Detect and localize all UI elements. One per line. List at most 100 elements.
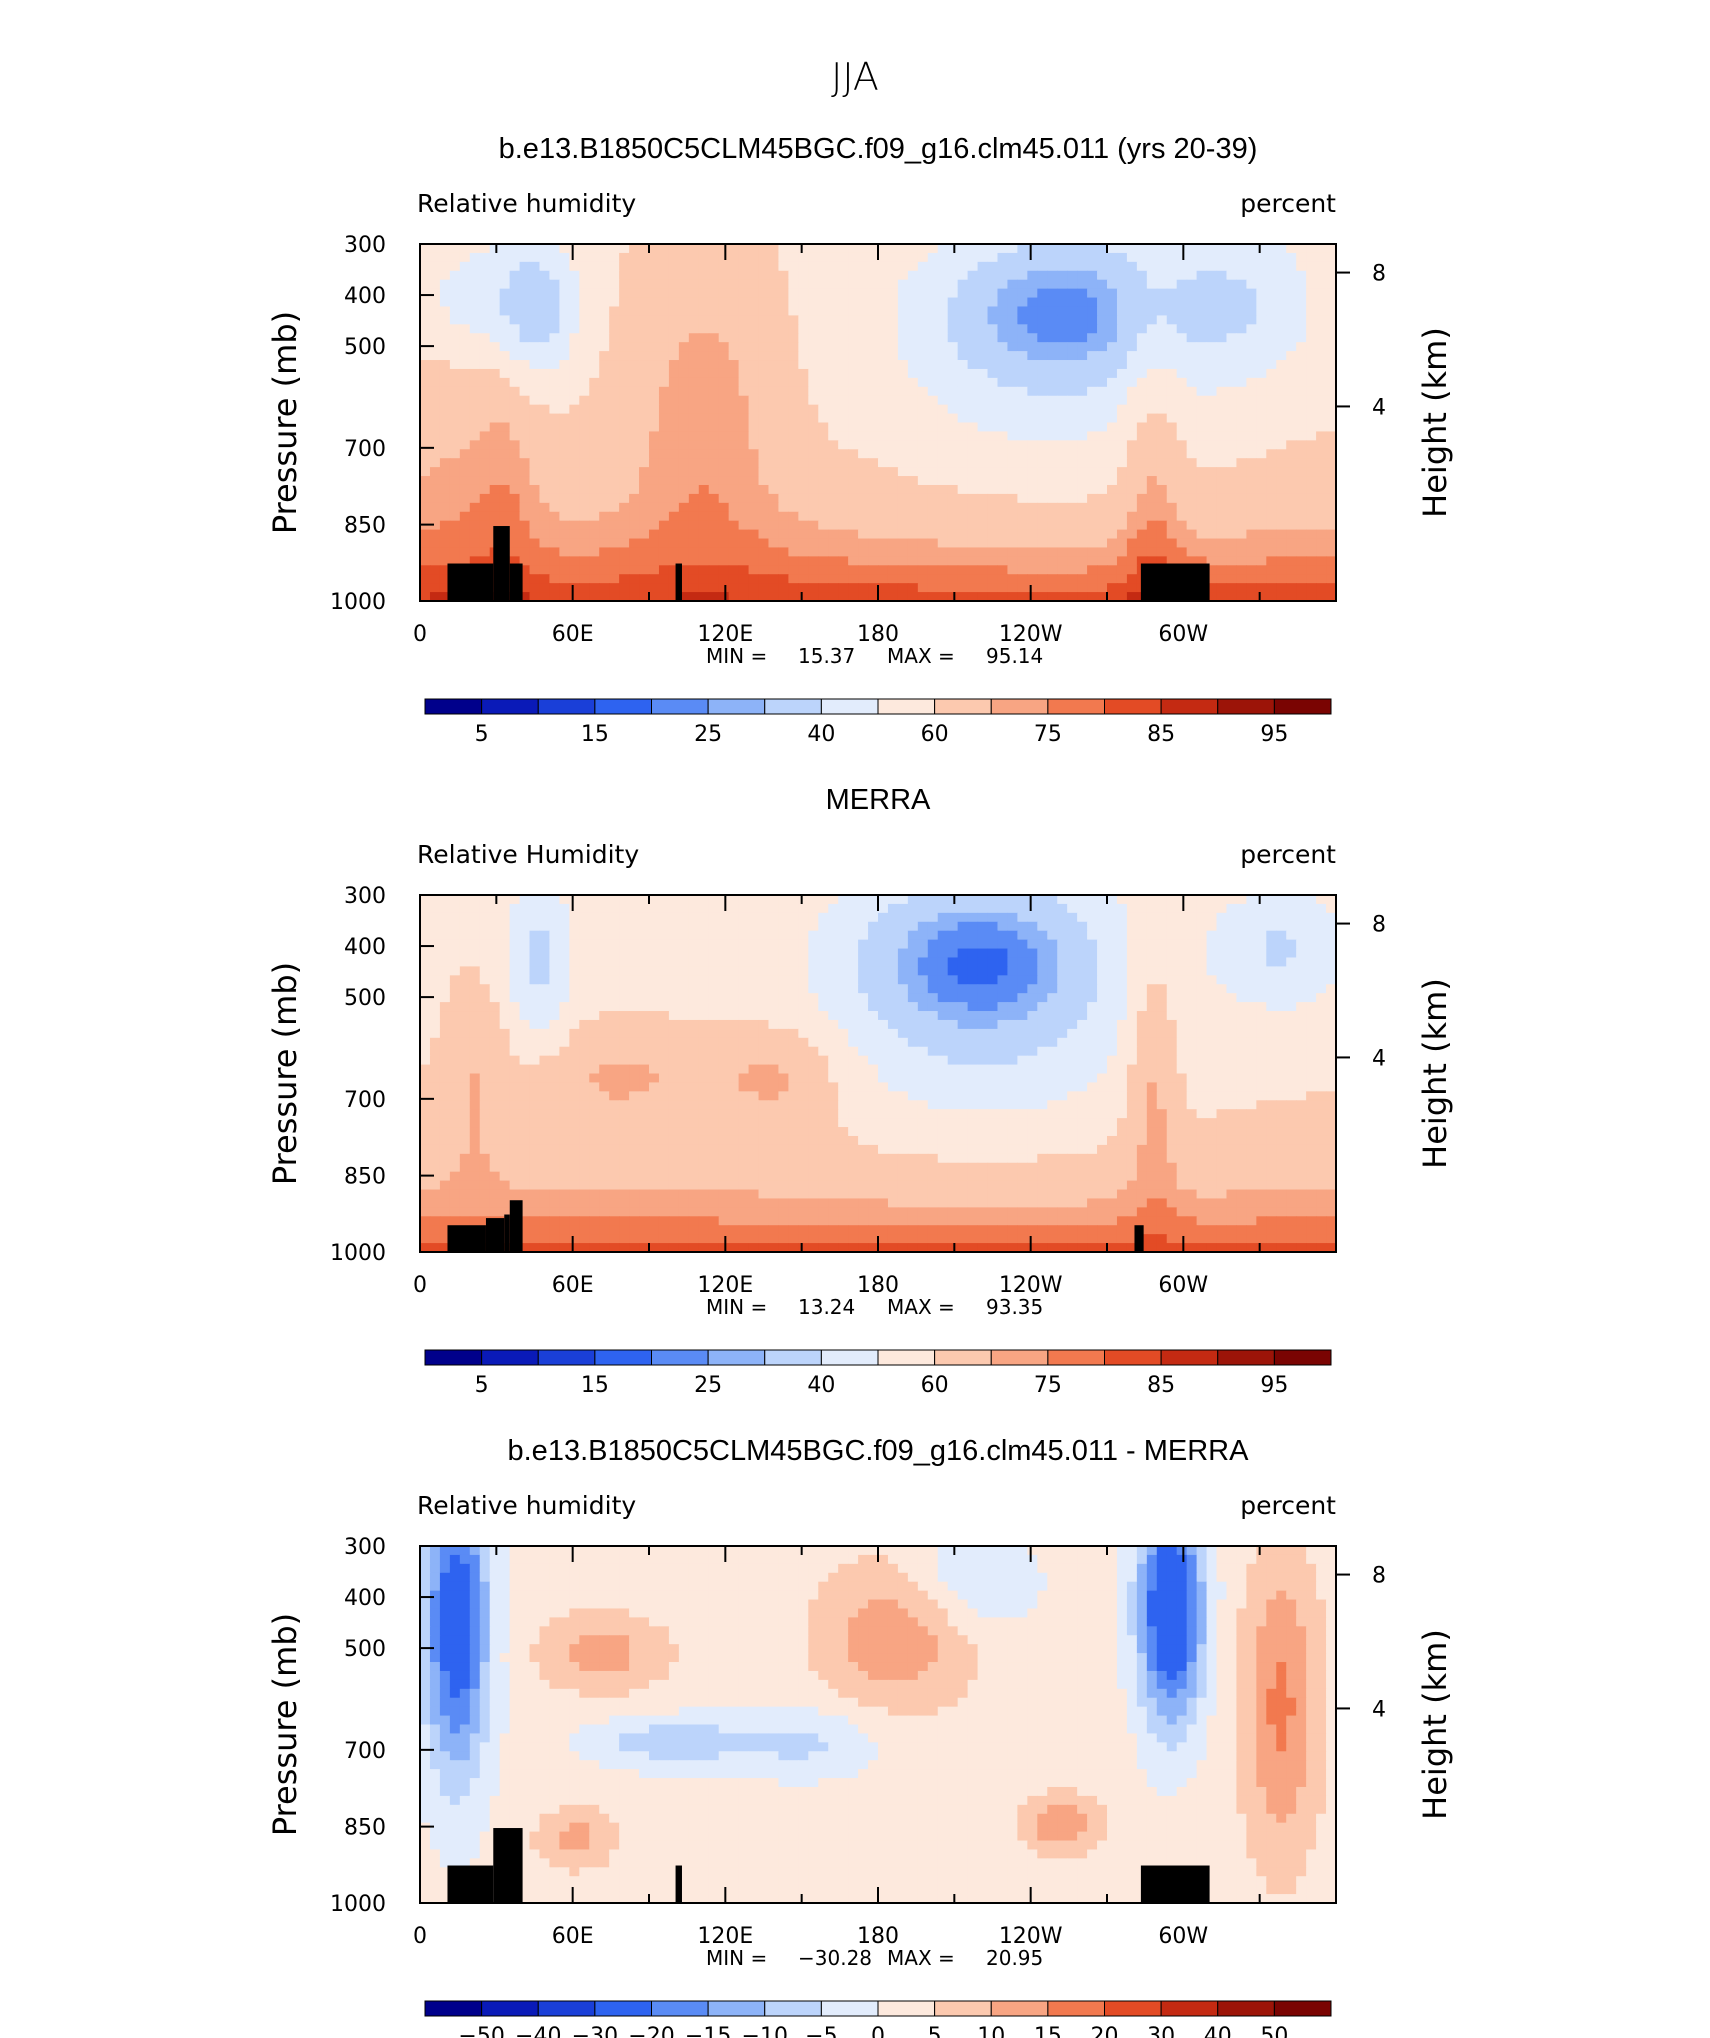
field-cell xyxy=(489,449,501,459)
field-cell xyxy=(838,351,849,361)
field-cell xyxy=(1057,538,1068,549)
field-cell xyxy=(549,270,560,281)
field-cell xyxy=(828,895,839,905)
field-cell xyxy=(469,368,481,379)
field-cell xyxy=(509,252,521,263)
field-cell xyxy=(1087,404,1098,415)
field-cell xyxy=(1226,440,1238,450)
field-cell xyxy=(758,315,770,325)
field-cell xyxy=(1186,538,1198,549)
field-cell xyxy=(420,966,431,976)
field-cell xyxy=(1316,502,1327,513)
field-cell xyxy=(828,297,839,308)
field-cell xyxy=(758,270,770,281)
field-cell xyxy=(449,939,461,950)
field-cell xyxy=(848,583,859,593)
field-cell xyxy=(1286,592,1297,602)
field-cell xyxy=(519,333,531,343)
field-cell xyxy=(917,975,929,985)
field-cell xyxy=(1256,476,1267,486)
field-cell xyxy=(907,547,919,557)
field-cell xyxy=(569,324,580,334)
field-cell xyxy=(439,297,451,308)
field-cell xyxy=(927,288,939,299)
field-cell xyxy=(1027,377,1038,388)
field-cell xyxy=(808,966,819,976)
field-cell xyxy=(668,583,680,593)
field-cell xyxy=(1156,386,1168,397)
field-cell xyxy=(798,297,809,308)
field-cell xyxy=(649,903,660,914)
field-cell xyxy=(887,556,899,566)
field-cell xyxy=(469,930,481,941)
field-cell xyxy=(1037,351,1048,361)
field-cell xyxy=(1057,342,1068,352)
field-cell xyxy=(1316,449,1327,459)
field-cell xyxy=(947,529,959,540)
field-cell xyxy=(878,395,889,406)
field-cell xyxy=(788,449,799,459)
field-cell xyxy=(429,984,441,994)
field-cell xyxy=(808,939,819,950)
field-cell xyxy=(589,529,600,540)
field-cell xyxy=(828,279,839,290)
field-cell xyxy=(639,368,650,379)
field-cell xyxy=(1057,912,1068,923)
field-cell xyxy=(1206,422,1218,433)
field-cell xyxy=(469,324,481,334)
field-cell xyxy=(1156,538,1168,549)
field-cell xyxy=(1057,270,1068,281)
field-cell xyxy=(907,476,919,486)
field-cell xyxy=(1057,288,1068,299)
field-cell xyxy=(1226,449,1238,459)
field-cell xyxy=(1276,333,1287,343)
field-cell xyxy=(439,476,451,486)
field-cell xyxy=(489,930,501,941)
field-cell xyxy=(1037,895,1048,905)
field-cell xyxy=(738,556,750,566)
field-cell xyxy=(609,493,620,504)
field-cell xyxy=(449,395,461,406)
field-cell xyxy=(1097,261,1108,272)
field-cell xyxy=(678,422,690,433)
field-cell xyxy=(1226,422,1238,433)
field-cell xyxy=(977,413,989,424)
field-cell xyxy=(1057,377,1068,388)
field-cell xyxy=(1027,342,1038,352)
field-cell xyxy=(907,413,919,424)
field-cell xyxy=(1306,413,1317,424)
field-cell xyxy=(1246,538,1257,549)
field-cell xyxy=(678,511,690,522)
field-cell xyxy=(1107,270,1118,281)
field-cell xyxy=(1236,975,1247,985)
field-cell xyxy=(499,351,511,361)
field-cell xyxy=(1116,1002,1128,1012)
field-cell xyxy=(1306,493,1317,504)
field-cell xyxy=(887,921,899,932)
field-cell xyxy=(917,270,929,281)
field-cell xyxy=(639,948,650,959)
field-cell xyxy=(808,431,819,441)
field-cell xyxy=(1027,565,1038,575)
field-cell xyxy=(947,342,959,352)
field-cell xyxy=(1166,377,1178,388)
field-cell xyxy=(1126,315,1138,325)
field-cell xyxy=(927,404,939,415)
field-cell xyxy=(649,306,660,317)
field-cell xyxy=(639,395,650,406)
field-cell xyxy=(1296,279,1307,290)
field-cell xyxy=(937,252,949,263)
field-cell xyxy=(818,288,829,299)
field-cell xyxy=(997,288,1009,299)
field-cell xyxy=(449,297,461,308)
field-cell xyxy=(559,538,570,549)
field-cell xyxy=(977,966,989,976)
field-cell xyxy=(1196,395,1208,406)
field-cell xyxy=(718,244,730,254)
field-cell xyxy=(1136,351,1148,361)
field-cell xyxy=(887,297,899,308)
field-cell xyxy=(858,574,869,584)
field-cell xyxy=(1276,467,1287,477)
field-cell xyxy=(1116,921,1128,932)
field-cell xyxy=(788,297,799,308)
